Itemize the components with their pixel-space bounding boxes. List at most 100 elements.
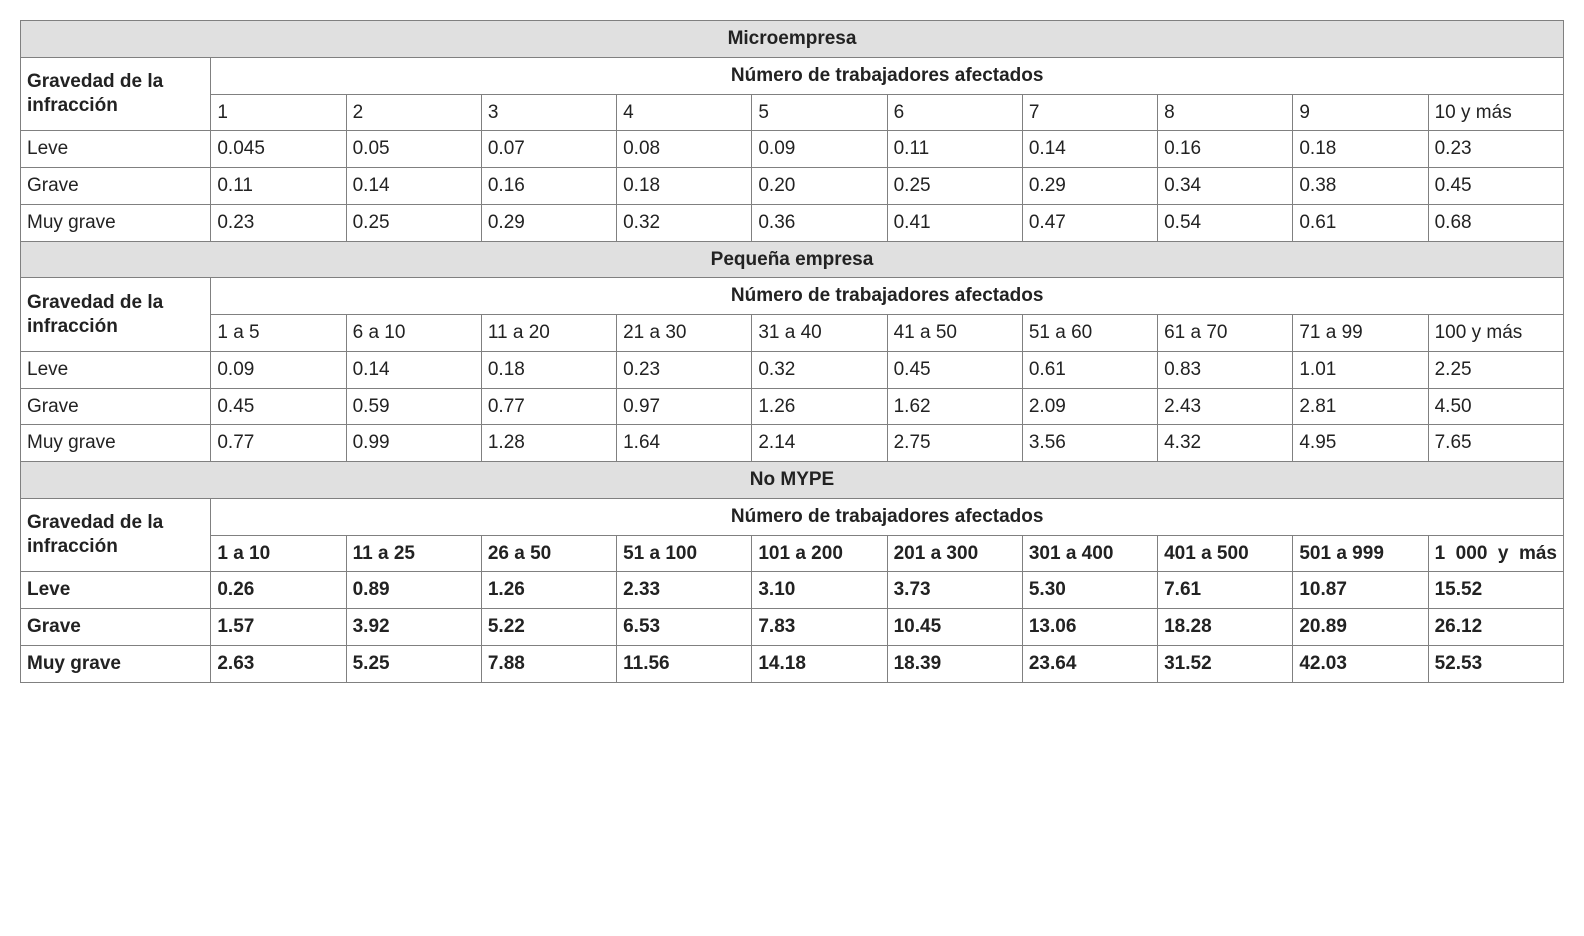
value-cell: 0.54 (1158, 204, 1293, 241)
value-cell: 0.18 (481, 351, 616, 388)
value-cell: 18.28 (1158, 609, 1293, 646)
section-title: Pequeña empresa (21, 241, 1564, 278)
value-cell: 5.25 (346, 645, 481, 682)
severity-label: Leve (21, 131, 211, 168)
value-cell: 1.01 (1293, 351, 1428, 388)
severity-label: Grave (21, 168, 211, 205)
value-cell: 14.18 (752, 645, 887, 682)
column-header: 4 (617, 94, 752, 131)
table-row: Grave0.450.590.770.971.261.622.092.432.8… (21, 388, 1564, 425)
column-header: 7 (1022, 94, 1157, 131)
column-header: 301 a 400 (1022, 535, 1157, 572)
value-cell: 0.36 (752, 204, 887, 241)
value-cell: 6.53 (617, 609, 752, 646)
value-cell: 0.18 (1293, 131, 1428, 168)
group-header: Número de trabajadores afectados (211, 278, 1564, 315)
value-cell: 10.45 (887, 609, 1022, 646)
column-header: 51 a 60 (1022, 315, 1157, 352)
value-cell: 1.28 (481, 425, 616, 462)
value-cell: 0.20 (752, 168, 887, 205)
column-header: 1 (211, 94, 346, 131)
severity-label: Leve (21, 572, 211, 609)
value-cell: 0.09 (211, 351, 346, 388)
value-cell: 11.56 (617, 645, 752, 682)
value-cell: 42.03 (1293, 645, 1428, 682)
value-cell: 7.88 (481, 645, 616, 682)
value-cell: 0.26 (211, 572, 346, 609)
column-header: 71 a 99 (1293, 315, 1428, 352)
value-cell: 0.23 (1428, 131, 1563, 168)
column-header: 101 a 200 (752, 535, 887, 572)
severity-label: Muy grave (21, 425, 211, 462)
value-cell: 2.14 (752, 425, 887, 462)
value-cell: 0.14 (346, 168, 481, 205)
severity-label: Grave (21, 609, 211, 646)
row-header: Gravedad de la infracción (21, 278, 211, 352)
column-header: 401 a 500 (1158, 535, 1293, 572)
column-header: 6 (887, 94, 1022, 131)
value-cell: 0.29 (1022, 168, 1157, 205)
section-title: Microempresa (21, 21, 1564, 58)
value-cell: 0.59 (346, 388, 481, 425)
columns-row: 1 a 56 a 1011 a 2021 a 3031 a 4041 a 505… (21, 315, 1564, 352)
row-header: Gravedad de la infracción (21, 57, 211, 131)
column-header: 5 (752, 94, 887, 131)
value-cell: 0.99 (346, 425, 481, 462)
column-header: 61 a 70 (1158, 315, 1293, 352)
value-cell: 1.64 (617, 425, 752, 462)
column-header: 1 a 5 (211, 315, 346, 352)
table-row: Grave1.573.925.226.537.8310.4513.0618.28… (21, 609, 1564, 646)
table-row: Muy grave0.230.250.290.320.360.410.470.5… (21, 204, 1564, 241)
value-cell: 2.43 (1158, 388, 1293, 425)
value-cell: 1.57 (211, 609, 346, 646)
value-cell: 0.09 (752, 131, 887, 168)
value-cell: 5.30 (1022, 572, 1157, 609)
column-header: 9 (1293, 94, 1428, 131)
value-cell: 15.52 (1428, 572, 1563, 609)
section-title-row: No MYPE (21, 462, 1564, 499)
value-cell: 0.34 (1158, 168, 1293, 205)
value-cell: 0.05 (346, 131, 481, 168)
value-cell: 0.61 (1293, 204, 1428, 241)
value-cell: 0.29 (481, 204, 616, 241)
value-cell: 0.68 (1428, 204, 1563, 241)
value-cell: 0.14 (1022, 131, 1157, 168)
column-header: 3 (481, 94, 616, 131)
value-cell: 2.33 (617, 572, 752, 609)
section-title: No MYPE (21, 462, 1564, 499)
table-row: Grave0.110.140.160.180.200.250.290.340.3… (21, 168, 1564, 205)
value-cell: 0.25 (346, 204, 481, 241)
value-cell: 3.73 (887, 572, 1022, 609)
value-cell: 0.16 (481, 168, 616, 205)
value-cell: 2.63 (211, 645, 346, 682)
value-cell: 0.11 (887, 131, 1022, 168)
value-cell: 0.07 (481, 131, 616, 168)
value-cell: 13.06 (1022, 609, 1157, 646)
severity-label: Leve (21, 351, 211, 388)
column-header: 11 a 20 (481, 315, 616, 352)
value-cell: 0.77 (211, 425, 346, 462)
value-cell: 0.18 (617, 168, 752, 205)
value-cell: 31.52 (1158, 645, 1293, 682)
value-cell: 3.56 (1022, 425, 1157, 462)
header-row: Gravedad de la infracciónNúmero de traba… (21, 498, 1564, 535)
value-cell: 0.32 (617, 204, 752, 241)
value-cell: 0.89 (346, 572, 481, 609)
value-cell: 1.62 (887, 388, 1022, 425)
value-cell: 2.09 (1022, 388, 1157, 425)
value-cell: 0.45 (211, 388, 346, 425)
value-cell: 26.12 (1428, 609, 1563, 646)
value-cell: 0.77 (481, 388, 616, 425)
value-cell: 18.39 (887, 645, 1022, 682)
table-row: Leve0.090.140.180.230.320.450.610.831.01… (21, 351, 1564, 388)
column-header: 501 a 999 (1293, 535, 1428, 572)
table-row: Leve0.260.891.262.333.103.735.307.6110.8… (21, 572, 1564, 609)
header-row: Gravedad de la infracciónNúmero de traba… (21, 278, 1564, 315)
value-cell: 3.92 (346, 609, 481, 646)
severity-label: Muy grave (21, 645, 211, 682)
column-header: 1 000 y más (1428, 535, 1563, 572)
column-header: 2 (346, 94, 481, 131)
value-cell: 4.32 (1158, 425, 1293, 462)
value-cell: 0.61 (1022, 351, 1157, 388)
value-cell: 0.97 (617, 388, 752, 425)
